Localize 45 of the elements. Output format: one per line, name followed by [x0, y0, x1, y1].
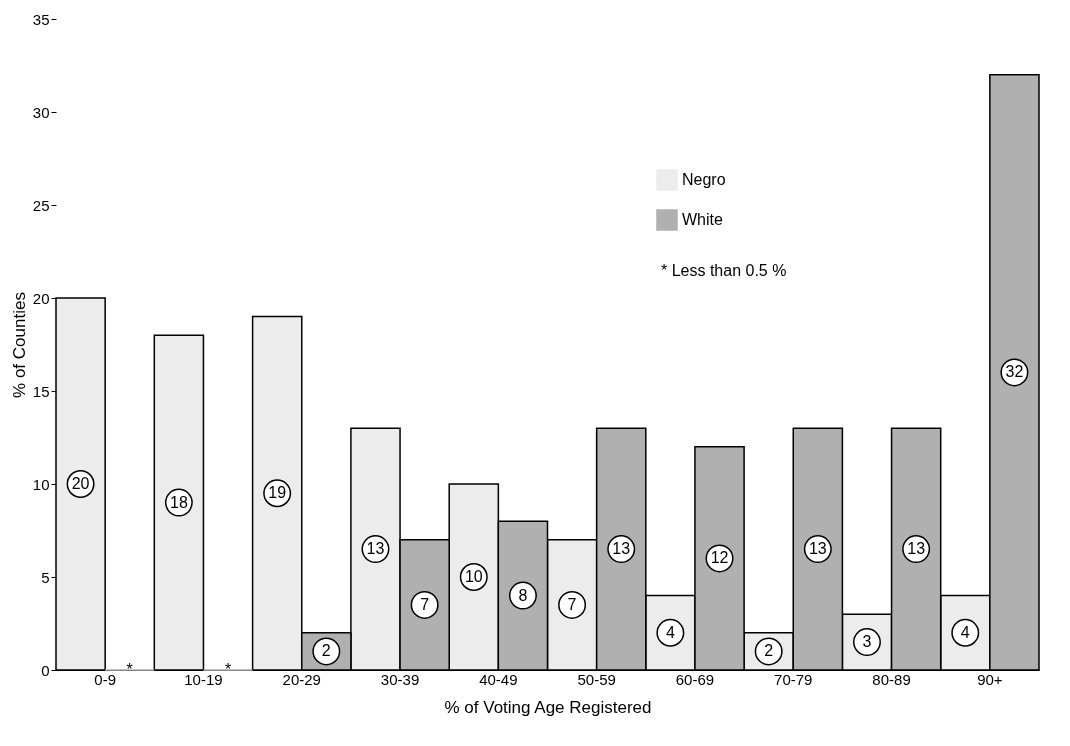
data-label: 32 — [1005, 363, 1024, 381]
bar — [55, 297, 106, 671]
x-tick-label: 70-79 — [774, 670, 813, 688]
y-tick-label: 20 — [32, 289, 50, 307]
y-tick-label: 5 — [41, 568, 50, 586]
x-tick-label: 90+ — [977, 670, 1003, 688]
x-tick-label: 0-9 — [94, 670, 116, 688]
y-tick-label: 15 — [32, 382, 50, 400]
legend-label: White — [682, 211, 723, 228]
data-label: 8 — [518, 586, 528, 604]
data-label: 7 — [567, 595, 577, 613]
x-tick-label: 30-39 — [380, 670, 420, 688]
y-tick-label: 10 — [32, 475, 50, 493]
data-label: 3 — [862, 633, 872, 651]
data-label: 7 — [420, 595, 430, 613]
y-axis-title: % of Counties — [9, 292, 29, 398]
y-tick-label: 35 — [32, 10, 50, 28]
bar — [153, 334, 205, 671]
x-tick-label: 60-69 — [675, 670, 715, 688]
annotation: * Less than 0.5 % — [661, 262, 787, 279]
data-label: 13 — [808, 540, 827, 558]
data-label: 13 — [612, 540, 631, 558]
y-tick-label: 0 — [41, 661, 50, 679]
x-tick-label: 80-89 — [872, 670, 911, 688]
x-tick-label: 10-19 — [184, 670, 223, 688]
data-label: * — [126, 661, 133, 678]
x-tick-label: 40-49 — [479, 670, 518, 688]
data-label: 13 — [907, 540, 926, 558]
y-tick-label: 30 — [32, 103, 50, 121]
x-tick-label: 20-29 — [282, 670, 321, 688]
y-tick-label: 25 — [32, 196, 50, 214]
data-label: 2 — [321, 642, 331, 660]
data-label: 20 — [71, 475, 90, 492]
x-axis-title: % of Voting Age Registered — [444, 697, 652, 717]
data-label: 2 — [764, 642, 774, 660]
x-tick-label: 50-59 — [577, 670, 616, 688]
data-label: 18 — [169, 493, 188, 511]
data-label: 4 — [665, 623, 675, 641]
legend-label: Negro — [682, 171, 726, 188]
data-label: 12 — [710, 549, 729, 567]
data-label: 10 — [464, 568, 483, 585]
data-label: 4 — [960, 623, 970, 641]
data-label: 13 — [366, 540, 385, 558]
data-label: * — [224, 661, 232, 678]
data-label: 19 — [268, 484, 287, 502]
